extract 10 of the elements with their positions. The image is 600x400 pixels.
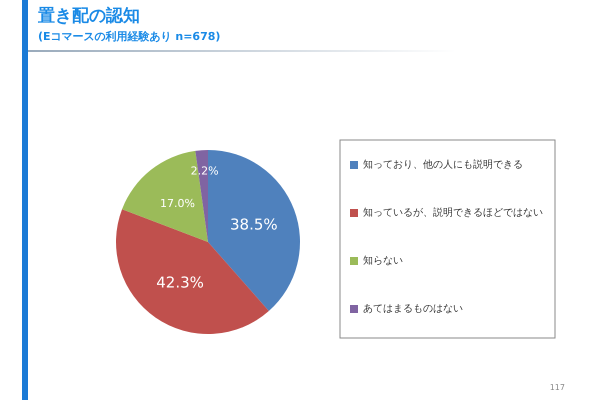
data-label: 17.0% (160, 197, 195, 210)
legend-label: 知っているが、説明できるほどではない (363, 206, 543, 218)
legend-label: 知らない (363, 254, 403, 266)
legend-label: 知っており、他の人にも説明できる (363, 158, 523, 170)
text: 117 (550, 383, 565, 392)
data-label: 42.3% (156, 273, 204, 292)
chart-subtitle: (Eコマースの利用経験あり n=678) (38, 29, 220, 44)
chart-title: 置き配の認知 (38, 5, 140, 27)
legend-label: あてはまるものはない (363, 304, 463, 314)
data-label: 38.5% (230, 216, 278, 234)
